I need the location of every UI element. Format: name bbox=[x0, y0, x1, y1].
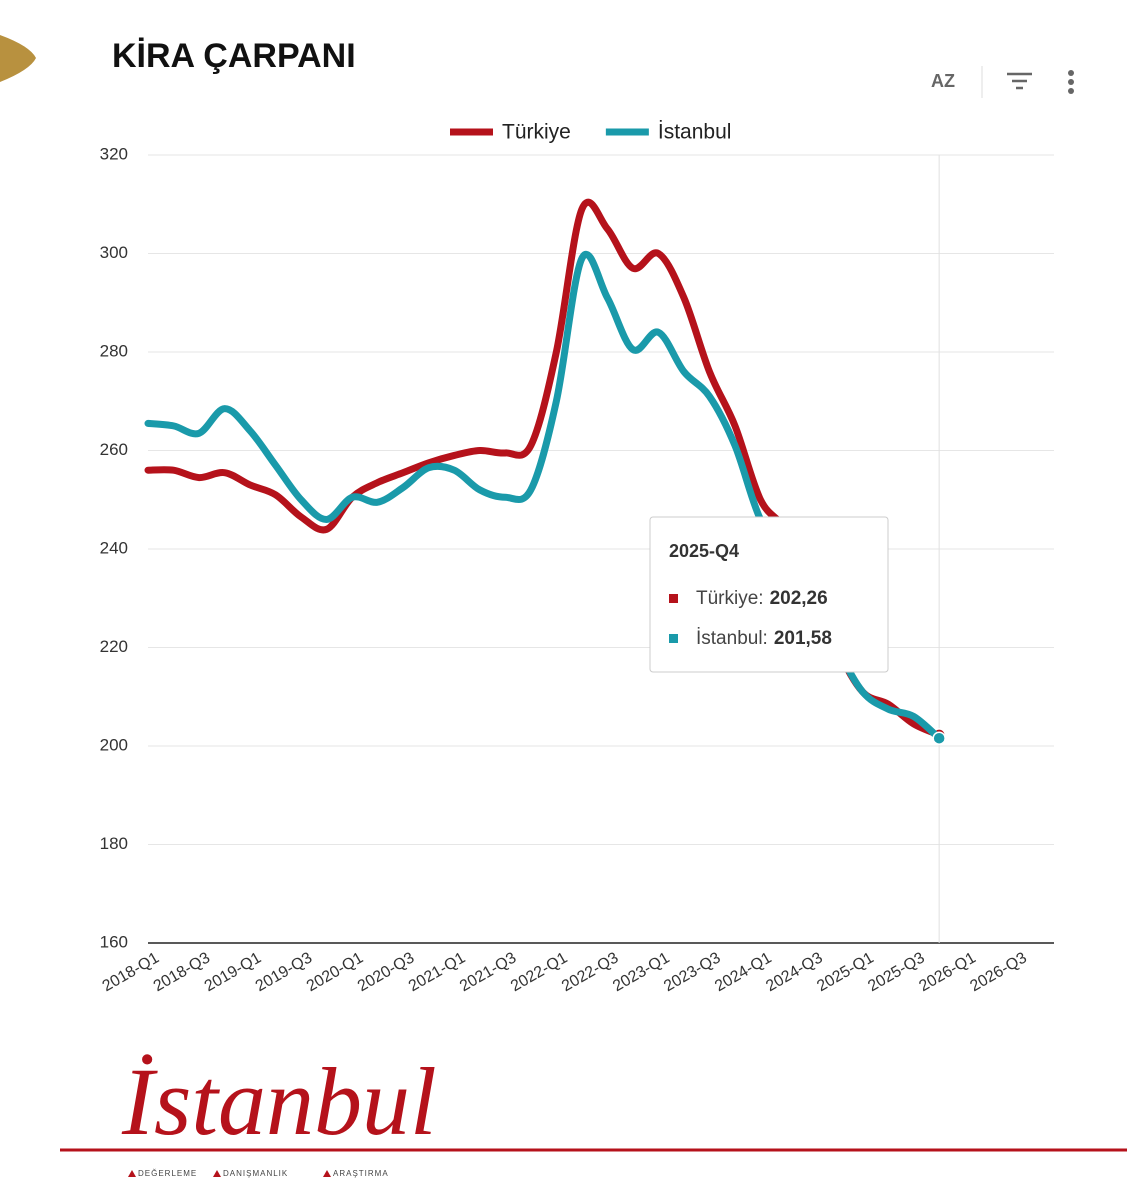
hover-dot bbox=[932, 731, 946, 745]
tooltip-title: 2025-Q4 bbox=[669, 541, 739, 561]
y-tick-label: 200 bbox=[100, 735, 128, 754]
x-tick-label: 2018-Q3 bbox=[151, 949, 214, 995]
y-tick-label: 280 bbox=[100, 341, 128, 360]
y-tick-label: 160 bbox=[100, 932, 128, 951]
y-tick-label: 260 bbox=[100, 440, 128, 459]
x-tick-label: 2023-Q1 bbox=[610, 949, 673, 995]
logo-tag: DEĞERLEME bbox=[138, 1169, 197, 1178]
logo-tags: DEĞERLEME DANIŞMANLIK ARAŞTIRMA bbox=[128, 1169, 389, 1178]
x-tick-label: 2018-Q1 bbox=[100, 949, 163, 995]
tag-marker bbox=[213, 1170, 221, 1177]
y-tick-label: 320 bbox=[100, 144, 128, 163]
x-tick-label: 2025-Q1 bbox=[814, 949, 877, 995]
sort-icon[interactable]: AZ bbox=[931, 71, 955, 91]
x-tick-label: 2019-Q3 bbox=[253, 949, 316, 995]
tooltip-value: 201,58 bbox=[774, 628, 832, 649]
x-tick-label: 2022-Q1 bbox=[508, 949, 571, 995]
x-tick-label: 2021-Q1 bbox=[406, 949, 469, 995]
y-tick-label: 300 bbox=[100, 243, 128, 262]
x-tick-label: 2026-Q3 bbox=[967, 949, 1030, 995]
x-tick-label: 2026-Q1 bbox=[916, 949, 979, 995]
more-icon[interactable] bbox=[1068, 70, 1074, 94]
tag-marker bbox=[323, 1170, 331, 1177]
legend-label: İstanbul bbox=[658, 121, 732, 144]
x-tick-label: 2020-Q3 bbox=[355, 949, 418, 995]
tooltip-label: Türkiye: bbox=[696, 588, 764, 609]
x-tick-label: 2020-Q1 bbox=[304, 949, 367, 995]
x-tick-label: 2025-Q3 bbox=[865, 949, 928, 995]
tooltip-value: 202,26 bbox=[770, 588, 828, 609]
y-tick-label: 240 bbox=[100, 538, 128, 557]
logo-mark bbox=[0, 35, 36, 82]
logo-tag: DANIŞMANLIK bbox=[223, 1169, 288, 1178]
tooltip-swatch bbox=[669, 594, 678, 603]
x-tick-label: 2019-Q1 bbox=[202, 949, 265, 995]
logo-tag: ARAŞTIRMA bbox=[333, 1169, 389, 1178]
y-tick-label: 180 bbox=[100, 834, 128, 853]
legend-label: Türkiye bbox=[502, 121, 571, 144]
x-tick-label: 2021-Q3 bbox=[457, 949, 520, 995]
filter-icon[interactable] bbox=[1007, 72, 1032, 90]
title: KİRA ÇARPANI bbox=[112, 37, 356, 75]
chart: 160 180 200 220 240 260 280 300 320 2018-Q12018-Q… bbox=[100, 121, 1054, 995]
x-tick-label: 2024-Q3 bbox=[763, 949, 826, 995]
x-tick-label: 2024-Q1 bbox=[712, 949, 775, 995]
tooltip-box bbox=[649, 516, 889, 673]
tooltip-label: İstanbul: bbox=[696, 628, 768, 649]
y-tick-label: 220 bbox=[100, 637, 128, 656]
x-tick-label: 2022-Q3 bbox=[559, 949, 622, 995]
tooltip-swatch bbox=[669, 634, 678, 643]
x-tick-label: 2023-Q3 bbox=[661, 949, 724, 995]
logo-name: İstanbul bbox=[121, 1048, 437, 1155]
tag-marker bbox=[128, 1170, 136, 1177]
